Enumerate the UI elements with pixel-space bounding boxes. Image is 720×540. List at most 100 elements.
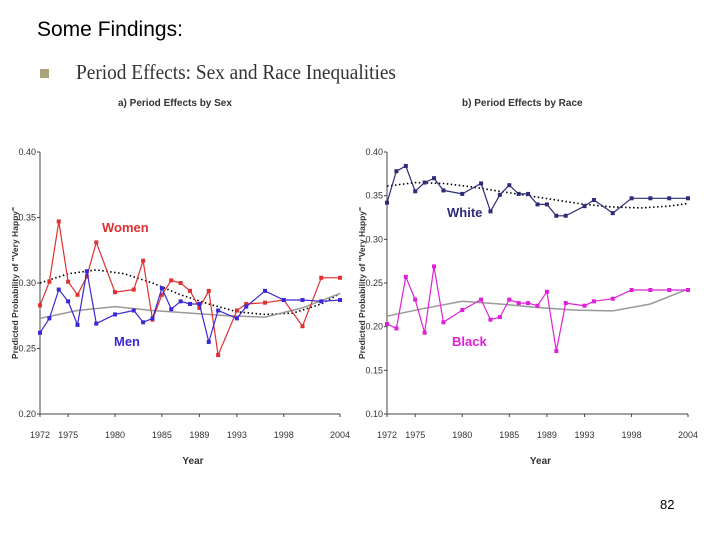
- chart1-series-women-point: [66, 279, 71, 284]
- chart2-trend-gray: [386, 288, 689, 317]
- chart2-series-black-point: [497, 315, 502, 320]
- chart1-series-men-point: [131, 308, 136, 313]
- chart2-series-white-point: [479, 181, 484, 186]
- chart2-series-white-point: [629, 196, 634, 201]
- chart2-series-white-point: [422, 180, 427, 185]
- chart1-series-women-point: [56, 219, 61, 224]
- chart1-x-tick-label: 1993: [227, 430, 247, 440]
- slide-subheading: Period Effects: Sex and Race Inequalitie…: [76, 60, 396, 84]
- chart1-series-women-point: [94, 240, 99, 245]
- chart2-series-black-point: [544, 289, 549, 294]
- chart2-series-white-label: White: [447, 205, 482, 220]
- chart1-series-men-point: [216, 308, 221, 313]
- chart2-series-black-point: [403, 274, 408, 279]
- chart2-series-black-point: [526, 301, 531, 306]
- chart1-series-women-point: [188, 288, 192, 293]
- chart1-series-men-point: [197, 301, 202, 306]
- chart1-series-men-point: [56, 287, 61, 292]
- chart1-series-men-point: [75, 322, 80, 327]
- chart2-series-black-point: [610, 296, 615, 301]
- chart1-series-women-point: [169, 278, 174, 283]
- chart1-series-men-point: [188, 301, 192, 306]
- chart2-series-white-point: [648, 196, 653, 201]
- chart1-series-women-point: [178, 281, 183, 285]
- chart1-x-tick-label: 2004: [330, 430, 350, 440]
- chart2-x-tick-label: 1985: [499, 430, 519, 440]
- chart1-series-men-point: [319, 299, 324, 304]
- chart2-series-white-point: [686, 196, 690, 201]
- chart2-trend-dotted: [386, 181, 689, 209]
- chart2-x-tick-label: 1972: [377, 430, 397, 440]
- chart1-series-women-point: [244, 301, 249, 306]
- chart1-y-tick-label: 0.25: [18, 344, 36, 354]
- chart2-series-black-point: [413, 297, 418, 302]
- chart2-series-white-point: [554, 213, 559, 218]
- chart2-series-white-point: [535, 202, 540, 207]
- chart1-series-women-point: [338, 275, 342, 280]
- chart1-series-men-point: [84, 269, 89, 274]
- chart1-trend-gray: [39, 292, 341, 320]
- chart1-series-women-point: [197, 305, 202, 310]
- chart1-series-men-point: [141, 320, 146, 325]
- chart1-series-men-point: [94, 321, 99, 326]
- chart2-series-white-point: [441, 188, 446, 193]
- chart1-series-women-point: [141, 258, 146, 263]
- chart2-y-tick-label: 0.35: [365, 191, 383, 201]
- chart2-series-black-point: [385, 322, 389, 327]
- chart2-series-white-point: [563, 213, 568, 218]
- chart1-series-women-point: [131, 287, 136, 292]
- chart2-series-black-point: [686, 287, 690, 292]
- chart1-series-men-label: Men: [114, 334, 140, 349]
- chart1-y-axis-label: Predicted Probability of "Very Happy": [10, 207, 20, 359]
- chart1-y-tick-label: 0.40: [18, 147, 36, 157]
- bullet-square-icon: [40, 69, 49, 78]
- chart2-x-tick-label: 2004: [678, 430, 698, 440]
- chart2-series-white-point: [526, 191, 531, 196]
- chart2-series-black-point: [535, 303, 540, 308]
- chart1-series-men-point: [234, 316, 239, 321]
- chart2-series-white-point: [460, 191, 465, 196]
- chart2-x-tick-label: 1989: [537, 430, 557, 440]
- chart2-series-white-point: [667, 196, 672, 201]
- chart1-title: a) Period Effects by Sex: [118, 98, 232, 109]
- chart1-series-women-point: [206, 288, 211, 293]
- chart1-x-tick-label: 1989: [189, 430, 209, 440]
- chart1-series-women-label: Women: [102, 220, 149, 235]
- chart2-series-white-point: [544, 202, 549, 207]
- chart2-series-white-point: [432, 176, 437, 181]
- chart2-series-white-point: [385, 200, 389, 205]
- chart2-series-black-point: [488, 317, 493, 322]
- page-number: 82: [660, 497, 675, 512]
- chart1-series-men-point: [159, 286, 164, 291]
- chart2-y-tick-label: 0.10: [365, 409, 383, 419]
- chart1-series-men-point: [178, 299, 183, 304]
- chart1-y-tick-label: 0.35: [18, 213, 36, 223]
- chart2-y-tick-label: 0.15: [365, 365, 383, 375]
- chart2-series-black-point: [554, 349, 559, 354]
- chart1-x-tick-label: 1980: [105, 430, 125, 440]
- chart2-series-white-point: [413, 189, 418, 194]
- chart1-series-men-point: [47, 316, 52, 321]
- chart1-series-women-point: [300, 324, 305, 329]
- chart1-x-tick-label: 1998: [274, 430, 294, 440]
- chart1-series-men-point: [281, 298, 286, 303]
- chart1-x-tick-label: 1975: [58, 430, 78, 440]
- chart1-series-men-point: [263, 288, 267, 293]
- chart1-series-men-line: [39, 271, 341, 345]
- chart2-series-black-point: [479, 297, 484, 302]
- chart2-x-axis-label: Year: [530, 456, 551, 467]
- chart1-series-men-point: [169, 307, 174, 312]
- chart1-series-women-point: [47, 279, 52, 284]
- chart2-title: b) Period Effects by Race: [462, 98, 583, 109]
- chart1-series-men-point: [244, 304, 249, 309]
- chart2-series-white-point: [591, 198, 596, 203]
- chart2-series-white-point: [507, 183, 512, 188]
- chart1-series-men-point: [38, 330, 42, 335]
- chart2-series-black-point: [582, 303, 587, 308]
- chart2-series-white-point: [488, 209, 493, 214]
- chart2-x-tick-label: 1993: [575, 430, 595, 440]
- chart2-y-tick-label: 0.20: [365, 322, 383, 332]
- chart2-series-black-point: [516, 301, 521, 306]
- chart2-y-axis-label: Predicted Probability of "Very Happy": [357, 207, 367, 359]
- chart2-series-black-point: [432, 264, 437, 269]
